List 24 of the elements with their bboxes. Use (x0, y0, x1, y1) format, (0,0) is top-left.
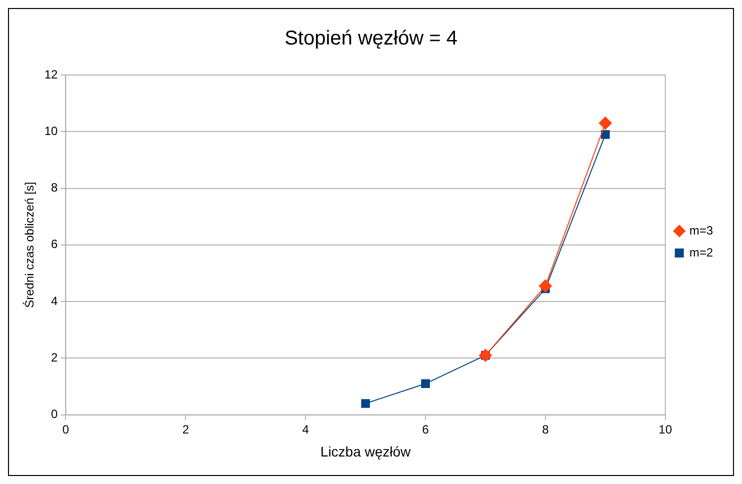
legend-label: m=3 (689, 223, 714, 238)
y-tick-label: 2 (51, 350, 58, 364)
y-tick-label: 12 (44, 67, 58, 82)
point (598, 116, 612, 130)
y-tick-label: 0 (51, 407, 58, 422)
y-tick-label: 8 (51, 180, 58, 195)
y-tick-label: 4 (51, 294, 58, 308)
x-tick-label: 2 (182, 422, 190, 436)
y-tick-label: 10 (44, 124, 58, 138)
y-axis-title: Średni czas obliczeń [s] (22, 182, 37, 308)
y-tick-label: 6 (51, 237, 58, 252)
x-tick-label: 0 (62, 422, 70, 436)
x-tick-label: 4 (302, 422, 310, 436)
x-tick-label: 6 (422, 422, 430, 436)
point (478, 348, 492, 362)
point (421, 379, 430, 388)
point (538, 279, 552, 292)
x-axis-title: Liczba węzłów (320, 443, 412, 460)
point (361, 399, 370, 408)
chart-title: Stopień węzłów = 4 (284, 28, 458, 50)
point (600, 130, 610, 139)
x-tick-label: 10 (658, 422, 672, 436)
legend-label: m=2 (689, 245, 714, 260)
x-tick-label: 8 (542, 422, 550, 436)
